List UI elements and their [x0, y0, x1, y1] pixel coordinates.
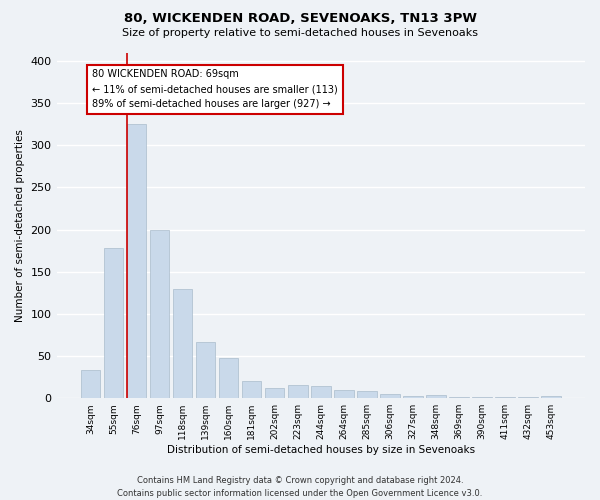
Y-axis label: Number of semi-detached properties: Number of semi-detached properties [15, 129, 25, 322]
Bar [173, 288, 193, 398]
Bar [311, 386, 331, 398]
Bar [357, 390, 377, 398]
Bar [334, 390, 353, 398]
Bar [265, 388, 284, 398]
Bar [380, 394, 400, 398]
Bar [196, 342, 215, 398]
Bar [219, 358, 238, 398]
Text: Contains HM Land Registry data © Crown copyright and database right 2024.
Contai: Contains HM Land Registry data © Crown c… [118, 476, 482, 498]
X-axis label: Distribution of semi-detached houses by size in Sevenoaks: Distribution of semi-detached houses by … [167, 445, 475, 455]
Bar [288, 384, 308, 398]
Text: Size of property relative to semi-detached houses in Sevenoaks: Size of property relative to semi-detach… [122, 28, 478, 38]
Bar [541, 396, 561, 398]
Text: 80 WICKENDEN ROAD: 69sqm
← 11% of semi-detached houses are smaller (113)
89% of : 80 WICKENDEN ROAD: 69sqm ← 11% of semi-d… [92, 70, 338, 109]
Bar [127, 124, 146, 398]
Bar [149, 230, 169, 398]
Bar [403, 396, 423, 398]
Bar [104, 248, 123, 398]
Bar [242, 382, 262, 398]
Bar [80, 370, 100, 398]
Bar [426, 395, 446, 398]
Text: 80, WICKENDEN ROAD, SEVENOAKS, TN13 3PW: 80, WICKENDEN ROAD, SEVENOAKS, TN13 3PW [124, 12, 476, 26]
